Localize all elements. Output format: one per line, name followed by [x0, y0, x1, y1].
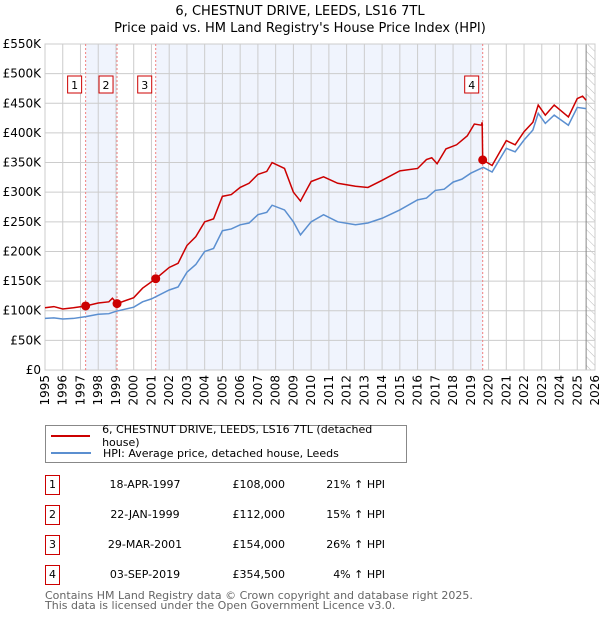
sale-point [112, 299, 122, 309]
y-tick-label: £150K [3, 274, 43, 288]
sale-point [478, 155, 488, 165]
price-line [44, 95, 587, 310]
x-tick-label: 2023 [535, 375, 549, 406]
footer: Contains HM Land Registry data © Crown c… [45, 589, 473, 612]
legend-label: HPI: Average price, detached house, Leed… [103, 446, 339, 460]
x-tick-label: 2012 [340, 375, 354, 406]
sale-hpi: 26% ↑ HPI [326, 538, 385, 551]
x-tick-label: 2011 [322, 375, 336, 406]
footer-copyright: Contains HM Land Registry data © Crown c… [45, 589, 473, 602]
x-tick-label: 2016 [411, 375, 425, 406]
legend-label: 6, CHESTNUT DRIVE, LEEDS, LS16 7TL (deta… [102, 423, 373, 449]
x-tick-label: 2019 [464, 375, 478, 406]
sale-label: 1 [71, 79, 78, 92]
sale-hpi: 21% ↑ HPI [326, 478, 385, 491]
y-tick-label: £200K [3, 244, 43, 258]
x-tick-label: 2010 [304, 375, 318, 406]
x-tick-label: 2021 [499, 375, 513, 406]
x-tick-label: 2005 [215, 375, 229, 406]
x-tick-label: 1997 [73, 375, 87, 406]
x-tick-label: 2006 [233, 375, 247, 406]
y-tick-label: £450K [3, 96, 43, 110]
y-tick-label: £500K [3, 67, 43, 81]
x-tick-label: 2015 [393, 375, 407, 406]
sale-hpi: 15% ↑ HPI [326, 508, 385, 521]
sale-date: 29-MAR-2001 [107, 538, 183, 551]
sale-row: 4 03-SEP-2019 £354,500 4% ↑ HPI [45, 565, 445, 585]
sale-number: 3 [45, 535, 60, 555]
plot-border [44, 43, 596, 371]
x-tick-label: 2000 [127, 375, 141, 406]
x-tick-label: 2017 [428, 375, 442, 406]
sale-label-box [464, 75, 480, 94]
y-tick-label: £50K [10, 333, 42, 347]
shaded-band [155, 44, 483, 370]
chart-title: 6, CHESTNUT DRIVE, LEEDS, LS16 7TL [175, 4, 425, 19]
sale-price: £354,500 [232, 568, 286, 581]
sale-price: £108,000 [232, 478, 286, 491]
sale-label-box [98, 75, 114, 94]
sale-label-box [137, 75, 153, 94]
x-tick-label: 1998 [91, 375, 105, 406]
x-tick-label: 2020 [482, 375, 496, 406]
sale-point [151, 274, 161, 284]
sale-date: 03-SEP-2019 [109, 568, 181, 581]
y-tick-label: £400K [3, 126, 43, 140]
x-tick-label: 2022 [517, 375, 531, 406]
sale-number: 2 [45, 505, 60, 525]
sale-number: 4 [45, 565, 60, 585]
sale-point [81, 301, 91, 311]
x-tick-label: 2014 [375, 375, 389, 406]
x-tick-label: 1999 [109, 375, 123, 406]
sale-number: 1 [45, 475, 60, 495]
legend: 6, CHESTNUT DRIVE, LEEDS, LS16 7TL (deta… [45, 423, 407, 463]
sale-date: 22-JAN-1999 [110, 508, 180, 521]
sale-date: 18-APR-1997 [109, 478, 181, 491]
legend-swatch-red [51, 435, 91, 437]
legend-item-hpi: HPI: Average price, detached house, Leed… [46, 445, 339, 461]
chart-subtitle: Price paid vs. HM Land Registry's House … [114, 21, 486, 36]
x-tick-label: 2024 [553, 375, 567, 406]
x-tick-label: 2003 [180, 375, 194, 406]
x-tick-label: 1996 [56, 375, 70, 406]
y-tick-label: £100K [3, 304, 43, 318]
x-tick-label: 2025 [570, 375, 584, 406]
sale-label: 4 [468, 79, 475, 92]
y-tick-label: £250K [3, 215, 43, 229]
sale-row: 1 18-APR-1997 £108,000 21% ↑ HPI [45, 475, 445, 495]
sale-price: £112,000 [232, 508, 286, 521]
sale-row: 2 22-JAN-1999 £112,000 15% ↑ HPI [45, 505, 445, 525]
y-tick-label: £550K [3, 37, 43, 51]
sale-hpi: 4% ↑ HPI [333, 568, 385, 581]
x-tick-label: 2001 [144, 375, 158, 406]
footer-licence: This data is licensed under the Open Gov… [45, 599, 396, 612]
sale-label: 3 [141, 79, 148, 92]
x-tick-label: 2007 [251, 375, 265, 406]
x-tick-label: 2026 [588, 375, 600, 406]
x-tick-label: 2009 [286, 375, 300, 406]
x-tick-label: 1995 [38, 375, 52, 406]
y-tick-label: £350K [3, 156, 43, 170]
sale-row: 3 29-MAR-2001 £154,000 26% ↑ HPI [45, 535, 445, 555]
legend-item-property: 6, CHESTNUT DRIVE, LEEDS, LS16 7TL (deta… [46, 423, 406, 449]
legend-swatch-blue [51, 452, 91, 454]
plot-area: 1995 1996 1997 1998 1999 2000 2001 2002 2003 2004… [3, 37, 600, 406]
y-tick-label: £300K [3, 185, 43, 199]
x-tick-label: 2004 [198, 375, 212, 406]
sale-label: 2 [103, 79, 110, 92]
sale-price: £154,000 [232, 538, 286, 551]
hpi-line [44, 106, 587, 320]
x-tick-label: 2018 [446, 375, 460, 406]
x-tick-label: 2008 [269, 375, 283, 406]
x-tick-label: 2002 [162, 375, 176, 406]
sale-label-box [67, 75, 83, 94]
x-tick-label: 2013 [357, 375, 371, 406]
y-tick-label: £0 [26, 363, 41, 377]
forecast-hatch [586, 44, 595, 370]
